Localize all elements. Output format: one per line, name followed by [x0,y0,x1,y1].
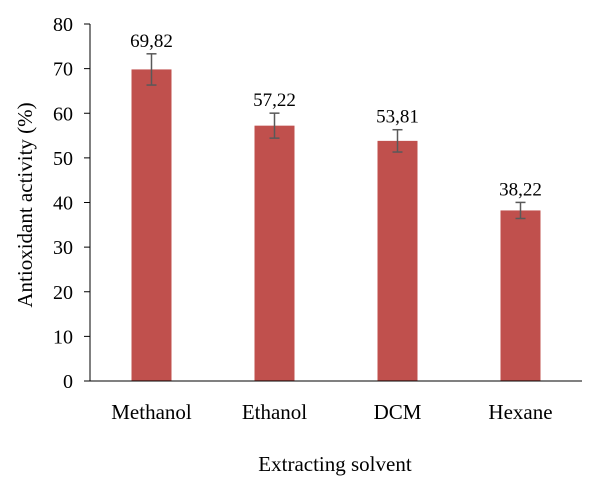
error-bar-hexane [515,201,526,220]
error-bars [146,53,526,220]
bar-methanol [131,69,172,381]
y-axis: 0 10 20 30 40 50 60 70 80 [53,14,91,393]
x-axis-title: Extracting solvent [258,452,412,476]
bars [131,69,541,381]
data-label-dcm: 53,81 [376,107,419,128]
y-tick-label: 20 [53,282,73,304]
x-category-label: Ethanol [242,400,307,424]
error-bar-ethanol [269,112,280,139]
y-tick-label: 40 [53,193,73,215]
data-label-hexane: 38,22 [499,179,542,200]
y-tick-label: 10 [53,326,73,348]
x-category-label: Methanol [111,400,192,424]
bar-ethanol [254,125,295,381]
data-label-ethanol: 57,22 [253,90,296,111]
bar-hexane [500,210,541,381]
y-tick-label: 70 [53,59,73,81]
x-category-label: DCM [374,400,422,424]
error-bar-methanol [146,53,157,86]
x-category-label: Hexane [488,400,552,424]
bar-dcm [377,140,418,381]
y-tick-label: 80 [53,14,73,36]
error-bar-dcm [392,128,403,153]
data-labels: 69,82 57,22 53,81 38,22 [130,31,542,201]
y-tick-label: 50 [53,148,73,170]
y-tick-label: 30 [53,237,73,259]
y-tick-label: 60 [53,103,73,125]
x-axis: Methanol Ethanol DCM Hexane [90,380,582,424]
data-label-methanol: 69,82 [130,31,173,52]
y-axis-title: Antioxidant activity (%) [13,102,37,307]
y-tick-label: 0 [63,371,73,393]
